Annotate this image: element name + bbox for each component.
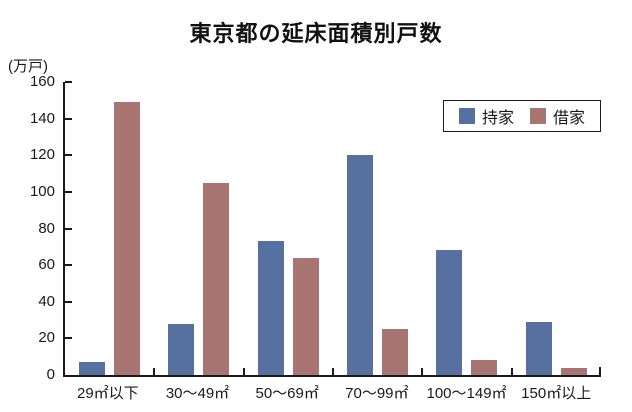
y-axis-tick: [65, 154, 72, 157]
rented-home-bar: [292, 257, 319, 375]
x-axis-label: 29㎡以下: [76, 385, 139, 402]
x-axis-tick: [421, 368, 424, 375]
bar-group-3: [244, 82, 334, 375]
y-axis-tick: [65, 300, 72, 303]
y-axis-unit-label: (万戸): [8, 58, 48, 75]
owned-home-bar: [347, 155, 374, 375]
x-axis-tick: [153, 368, 156, 375]
y-axis-tick-label: 60: [38, 256, 55, 274]
y-axis-tick: [65, 337, 72, 340]
bar-group-6: [512, 82, 601, 375]
x-axis-label: 100〜149㎡: [426, 385, 507, 402]
rented-home-bar: [382, 329, 409, 375]
rented-home-bar: [203, 182, 230, 375]
chart-title: 東京都の延床面積別戸数: [189, 21, 443, 46]
x-axis-end-tick: [599, 367, 601, 375]
y-axis-tick: [65, 81, 72, 83]
legend-item-owned-home: 持家: [459, 104, 514, 128]
owned-home-bar: [525, 321, 552, 375]
rented-home-legend-label: 借家: [553, 110, 586, 127]
y-axis-tick-label: 0: [46, 366, 55, 383]
x-axis-tick: [331, 368, 334, 375]
x-axis-label: 70〜99㎡: [345, 385, 409, 402]
x-axis-tick: [242, 368, 245, 375]
owned-home-bar: [436, 250, 463, 375]
x-axis-label: 150㎡以上: [521, 385, 592, 402]
x-axis-tick: [510, 368, 513, 375]
y-axis-tick: [65, 190, 72, 193]
y-axis-tick-label: 160: [29, 73, 55, 90]
rented-home-legend-swatch: [530, 108, 547, 124]
bar-group-4: [333, 82, 424, 375]
rented-home-bar: [471, 360, 498, 375]
legend-item-rented-home: 借家: [530, 104, 585, 128]
y-axis-tick: [65, 227, 72, 230]
legend: 持家 借家: [443, 100, 602, 132]
bar-group-5: [422, 82, 513, 375]
y-axis-tick: [65, 117, 72, 120]
y-axis-tick-label: 120: [29, 146, 55, 164]
owned-home-legend-swatch: [459, 108, 475, 124]
y-axis-tick-label: 100: [29, 182, 55, 200]
owned-home-bar: [79, 362, 106, 375]
bar-groups: [65, 82, 601, 375]
owned-home-bar: [168, 323, 195, 375]
rented-home-bar: [114, 102, 141, 375]
x-axis-label: 30〜49㎡: [165, 385, 230, 402]
x-axis-label: 50〜69㎡: [255, 385, 319, 402]
y-axis-tick: [65, 264, 72, 267]
y-axis-tick-label: 40: [38, 292, 55, 310]
bar-group-1: [65, 82, 156, 375]
y-axis-tick-label: 140: [29, 109, 55, 127]
bar-group-2: [154, 82, 245, 375]
owned-home-legend-label: 持家: [482, 110, 515, 127]
y-axis-tick-label: 80: [38, 219, 55, 237]
y-axis-tick-label: 20: [38, 329, 55, 347]
rented-home-bar: [560, 367, 587, 375]
x-axis-labels: 29㎡以下 30〜49㎡ 50〜69㎡ 70〜99㎡ 100〜149㎡ 150㎡以上: [63, 382, 601, 403]
owned-home-bar: [257, 241, 284, 375]
plot-area: [63, 81, 601, 377]
